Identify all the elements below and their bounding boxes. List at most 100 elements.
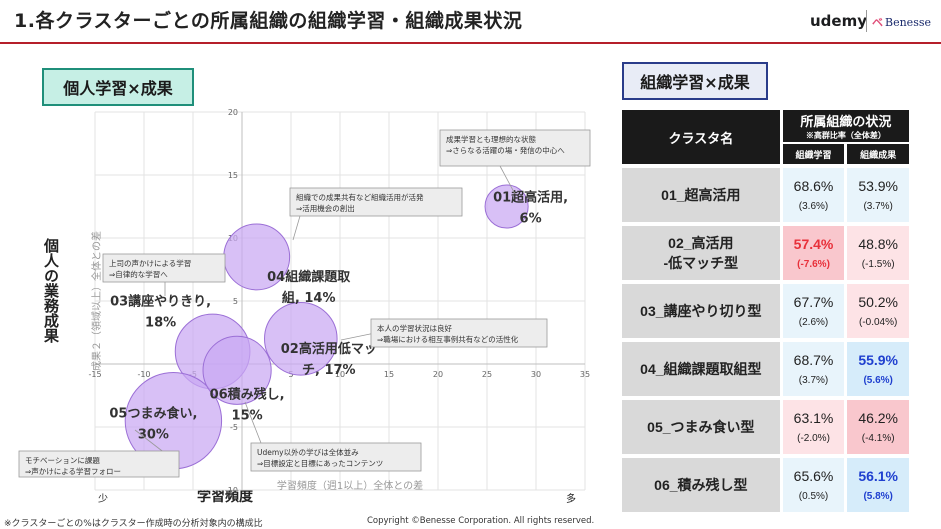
benesse-logo-text: Benesse <box>885 16 931 29</box>
learning-diff: (2.6%) <box>798 317 829 328</box>
x-tick-label: -10 <box>137 370 150 379</box>
bubble-label: チ, 17% <box>302 363 356 378</box>
individual-section-label: 個人学習×成果 <box>42 68 194 106</box>
bubble-label: 05つまみ食い, <box>109 406 197 422</box>
benesse-mark-icon: ベ <box>872 16 883 29</box>
annotation-text: 上司の声かけによる学習 <box>109 258 191 268</box>
table-row: 05_つまみ食い型 63.1% (-2.0%) 46.2% (-4.1%) <box>622 396 909 454</box>
header-learning: 組織学習 <box>779 142 845 164</box>
table-row: 04_組織課題取組型 68.7% (3.7%) 55.9% (5.6%) <box>622 338 909 396</box>
table-row: 02_高活用 -低マッチ型 57.4% (-7.6%) 48.8% (-1.5%) <box>622 222 909 280</box>
bubble-label: 01超高活用, <box>493 190 568 206</box>
outcome-value: 46.2% <box>858 410 899 426</box>
annotation-leader <box>292 215 301 241</box>
annotation-box <box>439 129 591 167</box>
annotation-text: モチベーションに課題 <box>25 455 100 465</box>
bubble <box>202 335 272 405</box>
page-title: 1.各クラスターごとの所属組織の組織学習・組織成果状況 <box>14 10 523 32</box>
low-label: 少 <box>98 494 108 505</box>
cluster-name-cell: 05_つまみ食い型 <box>622 396 780 454</box>
x-axis-title: 学習頻度（週1以上）全体との差 <box>277 479 423 492</box>
udemy-logo: udemy <box>810 12 867 30</box>
bubble-label: 組, 14% <box>282 290 336 306</box>
bubble-label: 30% <box>138 428 169 443</box>
annotation-box <box>102 253 226 283</box>
cluster-name-line1: 02_高活用 <box>668 235 734 251</box>
bubble <box>264 302 338 376</box>
outcome-value: 48.8% <box>858 236 899 252</box>
cluster-name-cell: 04_組織課題取組型 <box>622 338 780 396</box>
learning-value: 57.4% <box>793 236 834 252</box>
header-org-status-sub: ※高群比率（全体差） <box>805 131 886 140</box>
cluster-name-cell: 03_講座やり切り型 <box>622 280 780 338</box>
learning-cell: 57.4% (-7.6%) <box>779 222 845 280</box>
outcome-cell: 50.2% (-0.04%) <box>844 280 909 338</box>
outcome-diff: (-0.04%) <box>858 317 898 328</box>
copyright: Copyright ©Benesse Corporation. All righ… <box>367 516 595 526</box>
annotation-box <box>370 318 548 348</box>
cluster-name-line1: 03_講座やり切り型 <box>640 303 762 319</box>
learning-value: 67.7% <box>793 294 834 310</box>
annotation-text: ⇒職場における相互事例共有などの活性化 <box>377 334 519 344</box>
organization-table: クラスタ名 所属組織の状況 ※高群比率（全体差） 組織学習 組織成果 01_超高… <box>622 110 909 512</box>
x-tick-label: 35 <box>580 370 590 379</box>
bubble-label: 18% <box>145 315 176 330</box>
annotation-leader <box>340 332 376 341</box>
bubble-label: 15% <box>232 408 263 423</box>
x-tick-label: -15 <box>88 370 101 379</box>
x-tick-label: 30 <box>531 370 541 379</box>
outcome-cell: 53.9% (3.7%) <box>844 164 909 222</box>
learning-cell: 63.1% (-2.0%) <box>779 396 845 454</box>
annotation-box <box>250 442 422 472</box>
cluster-name-line1: 06_積み残し型 <box>654 477 748 493</box>
benesse-logo: ベ Benesse <box>872 14 931 30</box>
outcome-diff: (3.7%) <box>863 201 893 212</box>
y-tick-label: -10 <box>225 486 238 495</box>
y-tick-label: 20 <box>228 108 238 117</box>
organization-section-label: 組織学習×成果 <box>622 62 768 100</box>
table-body: 01_超高活用 68.6% (3.6%) 53.9% (3.7%) 02_高活用 -低マッチ… <box>622 164 909 512</box>
outcome-diff: (5.6%) <box>863 375 893 386</box>
table-row: 03_講座やり切り型 67.7% (2.6%) 50.2% (-0.04%) <box>622 280 909 338</box>
outcome-diff: (-1.5%) <box>861 259 895 270</box>
cluster-name-cell: 02_高活用 -低マッチ型 <box>622 222 780 280</box>
x-tick-label: 5 <box>288 370 293 379</box>
annotation-text: 本人の学習状況は良好 <box>377 323 452 333</box>
annotation-text: Udemy以外の学びは全体並み <box>257 447 359 457</box>
bubble-label: 03講座やりきり, <box>110 293 211 309</box>
bubble-label: 06積み残し, <box>210 386 285 402</box>
outcome-cell: 48.8% (-1.5%) <box>844 222 909 280</box>
bubble-chart-svg: -15-10-55101520253035-10-55101520成果２（領域以… <box>18 108 591 495</box>
outcome-value: 53.9% <box>858 178 899 194</box>
header-cluster-name: クラスタ名 <box>622 110 780 164</box>
annotation-text: 組織での成果共有など組織活用が活発 <box>296 192 424 202</box>
annotation-text: ⇒目標設定と目標にあったコンテンツ <box>257 458 383 468</box>
learning-diff: (-2.0%) <box>797 433 830 444</box>
learning-value: 68.7% <box>793 352 834 368</box>
bubble-label: 02高活用低マッ <box>281 341 377 357</box>
cluster-name-cell: 06_積み残し型 <box>622 454 780 512</box>
header-outcome: 組織成果 <box>844 142 909 164</box>
outcome-value: 55.9% <box>858 352 899 368</box>
cluster-name-line2: -低マッチ型 <box>663 255 739 271</box>
title-rule <box>0 42 941 44</box>
annotation-box <box>289 187 463 217</box>
annotation-leader <box>499 165 516 195</box>
outcome-value: 50.2% <box>858 294 899 310</box>
cluster-name-line1: 05_つまみ食い型 <box>647 419 755 435</box>
logo-divider <box>866 10 867 32</box>
learning-value: 68.6% <box>793 178 834 194</box>
footnote: ※クラスターごとの%はクラスター作成時の分析対象内の構成比 <box>4 519 263 529</box>
learning-diff: (3.6%) <box>798 201 829 212</box>
annotation-text: 成果学習とも理想的な状態 <box>446 134 536 144</box>
annotation-text: ⇒自律的な学習へ <box>109 269 168 279</box>
outcome-cell: 56.1% (5.8%) <box>844 454 909 512</box>
y-tick-label: 15 <box>228 171 238 180</box>
learning-cell: 65.6% (0.5%) <box>779 454 845 512</box>
learning-cell: 68.7% (3.7%) <box>779 338 845 396</box>
high-label: 多 <box>566 494 576 505</box>
annotation-text: ⇒さらなる活躍の場・発信の中心へ <box>446 145 565 155</box>
y-tick-label: 5 <box>233 297 238 306</box>
x-tick-label: 10 <box>335 370 345 379</box>
outcome-diff: (5.8%) <box>863 491 893 502</box>
